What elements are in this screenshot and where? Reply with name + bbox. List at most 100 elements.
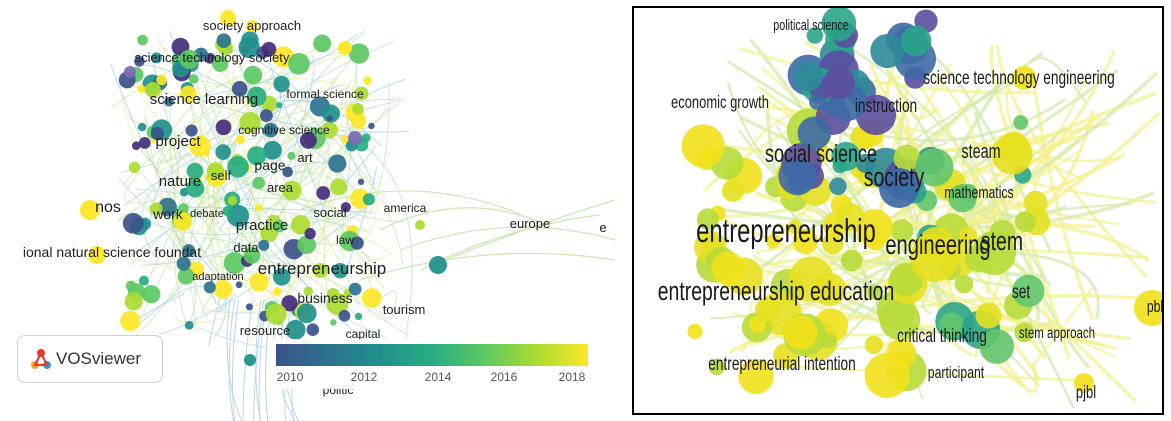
network-node[interactable] [708, 358, 726, 376]
network-node[interactable] [137, 34, 148, 46]
network-node[interactable] [368, 122, 375, 130]
network-node[interactable] [341, 134, 350, 144]
network-node[interactable] [1012, 274, 1045, 308]
network-node[interactable] [975, 302, 1002, 329]
network-node[interactable] [954, 274, 974, 294]
node-label[interactable]: e [599, 220, 606, 235]
network-node[interactable] [238, 36, 260, 59]
network-node[interactable] [821, 8, 857, 41]
network-node[interactable] [316, 186, 331, 200]
network-node[interactable] [972, 231, 1016, 275]
node-label[interactable]: engineering [885, 230, 990, 261]
node-label[interactable]: social science [765, 139, 877, 168]
network-node[interactable] [287, 151, 296, 160]
network-node[interactable] [332, 262, 348, 279]
network-node[interactable] [1012, 66, 1036, 90]
network-node[interactable] [809, 93, 826, 110]
network-node[interactable] [122, 212, 144, 234]
network-node[interactable] [120, 310, 141, 332]
node-label[interactable]: practice [236, 217, 289, 234]
network-node[interactable] [867, 284, 883, 300]
network-node[interactable] [245, 303, 253, 311]
network-node[interactable] [188, 74, 199, 84]
network-node[interactable] [326, 115, 333, 122]
node-label[interactable]: political science [773, 16, 849, 33]
network-node[interactable] [328, 154, 347, 173]
node-label[interactable]: work [152, 206, 184, 222]
network-node[interactable] [215, 144, 231, 160]
node-label[interactable]: cognitive science [238, 123, 330, 137]
network-node[interactable] [206, 162, 225, 180]
network-node[interactable] [350, 236, 364, 250]
node-label[interactable]: entrepreneurial intention [708, 353, 855, 375]
network-node[interactable] [766, 233, 781, 249]
network-node[interactable] [179, 49, 199, 69]
left-network-canvas[interactable]: society approach science technology socie… [0, 0, 615, 421]
network-node[interactable] [1074, 373, 1094, 393]
node-label[interactable]: resource [240, 323, 291, 338]
network-node[interactable] [150, 52, 162, 64]
node-label[interactable]: debate [190, 208, 224, 220]
node-label[interactable]: science learning [150, 91, 258, 108]
node-label[interactable]: society approach [203, 18, 301, 33]
network-node[interactable] [297, 235, 316, 255]
node-label[interactable]: entrepreneurship [696, 213, 876, 250]
network-node[interactable] [299, 131, 317, 149]
node-label[interactable]: page [254, 157, 285, 173]
network-node[interactable] [1014, 322, 1035, 343]
network-node[interactable] [272, 268, 291, 286]
network-node[interactable] [296, 303, 317, 324]
network-node[interactable] [938, 312, 965, 339]
network-node[interactable] [182, 244, 196, 257]
network-node[interactable] [348, 43, 370, 64]
network-node[interactable] [186, 162, 204, 180]
network-node[interactable] [792, 60, 824, 92]
network-node[interactable] [687, 323, 703, 339]
network-node[interactable] [244, 354, 256, 366]
network-node[interactable] [340, 202, 351, 213]
node-label[interactable]: stem approach [1019, 323, 1095, 341]
network-node[interactable] [263, 122, 279, 138]
network-node[interactable] [822, 233, 844, 255]
network-node[interactable] [313, 263, 328, 278]
network-node[interactable] [330, 178, 348, 196]
node-label[interactable]: society [864, 162, 925, 192]
network-node[interactable] [222, 205, 233, 217]
network-node[interactable] [788, 256, 834, 302]
network-node[interactable] [247, 146, 267, 166]
node-label[interactable]: science technology engineering [923, 67, 1115, 89]
network-node[interactable] [235, 281, 243, 289]
right-network-canvas[interactable]: political science science technology engi… [634, 8, 1162, 413]
network-node[interactable] [363, 76, 372, 85]
node-label[interactable]: law [336, 233, 354, 247]
node-label[interactable]: ional natural science foundat [23, 244, 201, 260]
network-node[interactable] [134, 56, 145, 67]
network-node[interactable] [164, 96, 174, 107]
network-node[interactable] [910, 234, 958, 282]
network-node[interactable] [261, 41, 277, 57]
node-label[interactable]: self [211, 168, 232, 183]
network-node[interactable] [281, 295, 298, 312]
network-node[interactable] [282, 166, 294, 178]
network-node[interactable] [227, 195, 238, 206]
network-node[interactable] [137, 122, 147, 132]
network-node[interactable] [138, 275, 149, 286]
network-node[interactable] [778, 156, 817, 196]
network-node[interactable] [272, 287, 282, 296]
network-node[interactable] [246, 20, 258, 32]
network-node[interactable] [203, 281, 216, 294]
network-node[interactable] [893, 144, 921, 172]
network-node[interactable] [797, 116, 831, 150]
network-node[interactable] [330, 319, 337, 326]
node-label[interactable]: project [155, 133, 201, 150]
network-node[interactable] [215, 119, 232, 136]
network-node[interactable] [1013, 115, 1029, 131]
network-node[interactable] [948, 184, 977, 213]
network-node[interactable] [276, 102, 283, 109]
network-node[interactable] [290, 215, 311, 235]
network-node[interactable] [320, 121, 338, 139]
network-node[interactable] [177, 267, 195, 285]
network-node[interactable] [755, 296, 781, 323]
network-node[interactable] [223, 252, 246, 274]
network-node[interactable] [348, 282, 362, 296]
